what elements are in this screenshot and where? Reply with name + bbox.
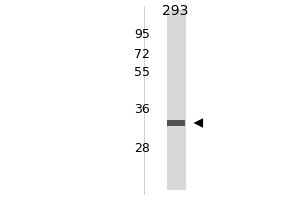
Bar bbox=[167, 10, 186, 190]
Text: 28: 28 bbox=[134, 142, 150, 156]
Text: 72: 72 bbox=[134, 48, 150, 62]
Polygon shape bbox=[194, 118, 203, 128]
Text: 293: 293 bbox=[162, 4, 189, 18]
Text: 36: 36 bbox=[134, 103, 150, 116]
Text: 95: 95 bbox=[134, 28, 150, 42]
Bar bbox=[167, 120, 185, 126]
Text: 55: 55 bbox=[134, 66, 150, 79]
